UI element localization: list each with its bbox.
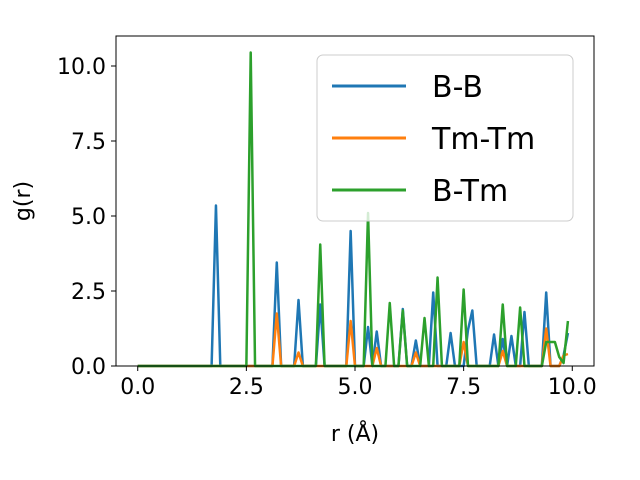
- legend-label-b-b: B-B: [432, 70, 483, 105]
- x-axis-label: r (Å): [331, 420, 379, 447]
- y-tick-label: 7.5: [71, 130, 106, 155]
- y-tick-label: 5.0: [71, 205, 106, 230]
- x-tick-label: 10.0: [548, 375, 597, 400]
- x-tick-label: 7.5: [446, 375, 481, 400]
- legend-box: [316, 54, 574, 222]
- y-tick-label: 2.5: [71, 280, 106, 305]
- legend: B-B Tm-Tm B-Tm: [316, 54, 574, 222]
- legend-label-b-tm: B-Tm: [432, 174, 508, 209]
- legend-label-tm-tm: Tm-Tm: [431, 122, 535, 157]
- y-tick-label: 0.0: [71, 355, 106, 380]
- x-tick-label: 0.0: [120, 375, 155, 400]
- ticks-layer: 0.0 2.5 5.0 7.5 10.0 0.0 2.5 5.0 7.5 10.0: [57, 55, 597, 400]
- x-tick-label: 5.0: [338, 375, 373, 400]
- y-axis-label: g(r): [11, 181, 36, 221]
- y-tick-label: 10.0: [57, 55, 106, 80]
- x-tick-label: 2.5: [229, 375, 264, 400]
